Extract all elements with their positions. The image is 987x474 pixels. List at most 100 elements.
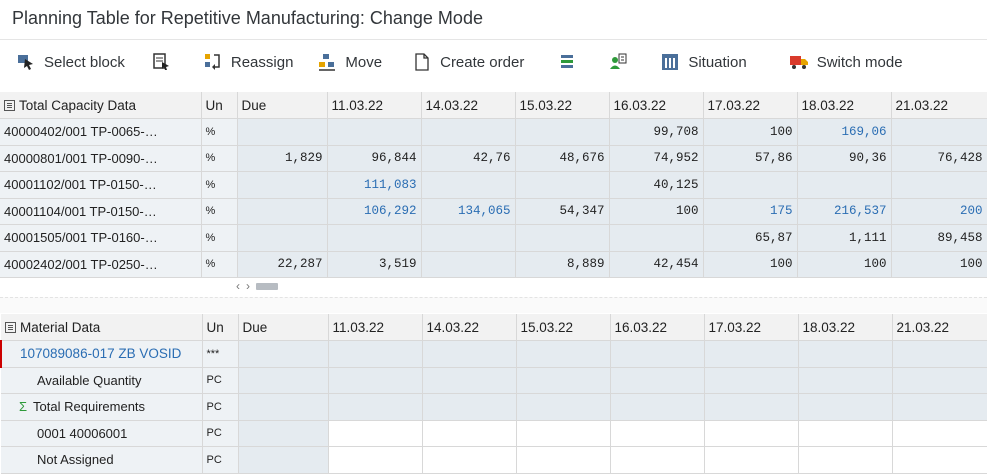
header-un[interactable]: Un	[201, 92, 238, 119]
capacity-cell[interactable]	[421, 251, 516, 278]
capacity-row-label[interactable]: 40000402/001 TP-0065-…	[0, 118, 202, 146]
material-cell[interactable]	[328, 393, 423, 421]
table-row[interactable]: Σ Total Requirements PC	[1, 393, 987, 421]
capacity-cell[interactable]: 65,87	[703, 224, 798, 252]
situation-button[interactable]: Situation	[654, 46, 752, 78]
material-header-label[interactable]: Material Data	[1, 314, 203, 341]
capacity-cell[interactable]	[421, 171, 516, 199]
capacity-cell[interactable]: 1,111	[797, 224, 892, 252]
material-cell[interactable]	[610, 420, 705, 447]
table-row[interactable]: 40002402/001 TP-0250-…% 22,287 3,519 8,889 4…	[0, 251, 987, 278]
header-date[interactable]: 17.03.22	[704, 314, 799, 341]
header-date[interactable]: 16.03.22	[610, 314, 705, 341]
capacity-cell[interactable]: 106,292	[327, 198, 422, 225]
material-link[interactable]: 107089086-017 ZB VOSID	[0, 340, 203, 368]
table-settings-icon[interactable]	[4, 99, 15, 111]
table-row[interactable]: 40001505/001 TP-0160-…% 65,87 1,111 89,458	[0, 224, 987, 252]
capacity-cell[interactable]: 100	[891, 251, 987, 278]
capacity-cell[interactable]: 100	[703, 251, 798, 278]
table-row[interactable]: 40000402/001 TP-0065-…% 99,708 100 169,06	[0, 118, 987, 146]
capacity-row-label[interactable]: 40001102/001 TP-0150-…	[0, 171, 202, 199]
capacity-cell[interactable]: 89,458	[891, 224, 987, 252]
capacity-cell[interactable]: 99,708	[609, 118, 704, 146]
table-row[interactable]: 40001104/001 TP-0150-…% 106,292 134,065 54,…	[0, 198, 987, 225]
material-cell[interactable]	[892, 393, 987, 421]
capacity-cell[interactable]	[237, 118, 328, 146]
capacity-cell[interactable]: 57,86	[703, 145, 798, 172]
material-cell[interactable]	[238, 420, 329, 447]
material-cell[interactable]	[798, 393, 893, 421]
material-row-label[interactable]: Available Quantity	[1, 367, 203, 394]
capacity-cell[interactable]	[609, 224, 704, 252]
header-date[interactable]: 14.03.22	[422, 314, 517, 341]
capacity-cell[interactable]: 134,065	[421, 198, 516, 225]
material-cell[interactable]	[798, 367, 893, 394]
header-date[interactable]: 14.03.22	[421, 92, 516, 119]
material-row-label[interactable]: Not Assigned	[1, 446, 203, 474]
material-cell[interactable]	[328, 367, 423, 394]
material-cell[interactable]	[704, 393, 799, 421]
capacity-cell[interactable]: 100	[797, 251, 892, 278]
material-cell[interactable]	[892, 420, 987, 447]
capacity-row-label[interactable]: 40001505/001 TP-0160-…	[0, 224, 202, 252]
capacity-cell[interactable]	[515, 171, 610, 199]
capacity-cell[interactable]: 42,454	[609, 251, 704, 278]
splitter[interactable]	[0, 297, 987, 313]
capacity-cell[interactable]: 76,428	[891, 145, 987, 172]
table-row[interactable]: 40001102/001 TP-0150-…% 111,083 40,125	[0, 171, 987, 199]
table-row[interactable]: 107089086-017 ZB VOSID ***	[0, 340, 987, 368]
material-cell[interactable]	[422, 340, 517, 368]
header-date[interactable]: 11.03.22	[328, 314, 423, 341]
layout-button[interactable]	[552, 46, 592, 78]
capacity-cell[interactable]	[327, 224, 422, 252]
create-order-button[interactable]: Create order	[406, 46, 530, 78]
material-cell[interactable]	[328, 340, 423, 368]
material-cell[interactable]	[516, 393, 611, 421]
move-button[interactable]: Move	[311, 46, 388, 78]
capacity-row-label[interactable]: 40000801/001 TP-0090-…	[0, 145, 202, 172]
header-date[interactable]: 21.03.22	[891, 92, 987, 119]
table-row[interactable]: 0001 40006001 PC	[1, 420, 987, 447]
material-cell[interactable]	[610, 393, 705, 421]
capacity-cell[interactable]: 40,125	[609, 171, 704, 199]
capacity-cell[interactable]: 42,76	[421, 145, 516, 172]
reassign-button[interactable]: Reassign	[197, 46, 300, 78]
header-date[interactable]: 15.03.22	[516, 314, 611, 341]
material-cell[interactable]	[238, 340, 329, 368]
capacity-cell[interactable]	[327, 118, 422, 146]
scroll-right-arrow-icon[interactable]: ›	[246, 279, 250, 293]
scroll-thumb[interactable]	[256, 282, 278, 290]
capacity-cell[interactable]	[797, 171, 892, 199]
material-cell[interactable]	[798, 420, 893, 447]
header-due[interactable]: Due	[237, 92, 328, 119]
capacity-cell[interactable]: 216,537	[797, 198, 892, 225]
capacity-cell[interactable]	[515, 224, 610, 252]
header-un[interactable]: Un	[202, 314, 239, 341]
capacity-row-label[interactable]: 40001104/001 TP-0150-…	[0, 198, 202, 225]
material-cell[interactable]	[422, 446, 517, 474]
details-button[interactable]	[145, 46, 185, 78]
capacity-cell[interactable]: 48,676	[515, 145, 610, 172]
material-cell[interactable]	[704, 420, 799, 447]
capacity-cell[interactable]: 8,889	[515, 251, 610, 278]
capacity-cell[interactable]: 90,36	[797, 145, 892, 172]
material-cell[interactable]	[422, 367, 517, 394]
assign-user-button[interactable]	[602, 46, 642, 78]
capacity-cell[interactable]: 3,519	[327, 251, 422, 278]
capacity-cell[interactable]: 100	[703, 118, 798, 146]
capacity-cell[interactable]: 169,06	[797, 118, 892, 146]
table-row[interactable]: 40000801/001 TP-0090-…% 1,829 96,844 42,76 4…	[0, 145, 987, 172]
material-cell[interactable]	[238, 446, 329, 474]
header-date[interactable]: 17.03.22	[703, 92, 798, 119]
capacity-cell[interactable]	[891, 118, 987, 146]
material-cell[interactable]	[422, 393, 517, 421]
material-cell[interactable]	[798, 446, 893, 474]
capacity-cell[interactable]: 200	[891, 198, 987, 225]
capacity-cell[interactable]: 100	[609, 198, 704, 225]
capacity-row-label[interactable]: 40002402/001 TP-0250-…	[0, 251, 202, 278]
horizontal-scroll[interactable]: ‹ ›	[236, 277, 278, 295]
material-cell[interactable]	[516, 340, 611, 368]
table-row[interactable]: Available Quantity PC	[1, 367, 987, 394]
table-settings-icon[interactable]	[5, 321, 16, 333]
capacity-cell[interactable]	[237, 198, 328, 225]
